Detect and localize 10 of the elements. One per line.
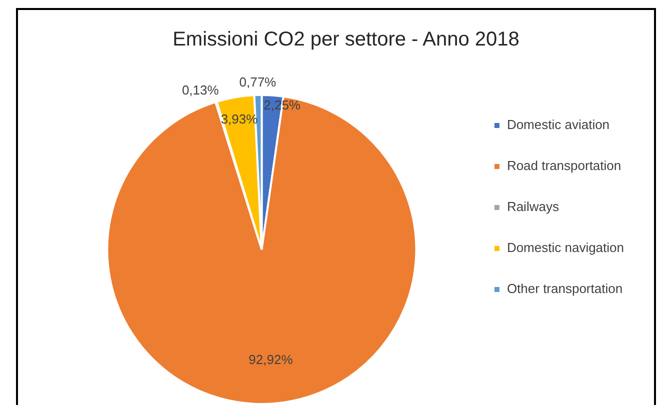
data-label: 92,92% [248, 352, 294, 367]
legend-label: Road transportation [506, 158, 622, 174]
legend-label: Railways [506, 199, 560, 214]
legend-label: Domestic aviation [506, 117, 610, 132]
chart-title: Emissioni CO2 per settore - Anno 2018 [172, 28, 520, 51]
data-label: 0,13% [182, 82, 220, 98]
legend-label: Other transportation [506, 281, 623, 296]
data-label: 0,77% [239, 74, 277, 90]
data-label: 2,25% [264, 97, 301, 112]
legend-label: Domestic navigation [506, 240, 624, 256]
